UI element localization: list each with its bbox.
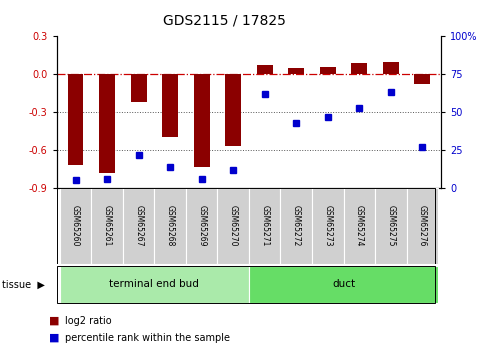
Bar xyxy=(320,67,336,74)
Bar xyxy=(123,188,154,264)
Bar xyxy=(344,188,375,264)
Bar xyxy=(154,188,186,264)
Text: ■: ■ xyxy=(49,333,60,343)
Bar xyxy=(225,74,241,146)
Bar xyxy=(217,188,249,264)
Bar xyxy=(415,74,430,84)
Text: GSM65260: GSM65260 xyxy=(71,205,80,247)
Bar xyxy=(162,74,178,137)
Bar xyxy=(99,74,115,173)
Text: log2 ratio: log2 ratio xyxy=(65,316,112,326)
Bar xyxy=(91,188,123,264)
Text: GSM65270: GSM65270 xyxy=(229,205,238,247)
Text: GSM65275: GSM65275 xyxy=(387,205,395,247)
Bar xyxy=(68,74,83,165)
Text: terminal end bud: terminal end bud xyxy=(109,279,199,289)
Text: ■: ■ xyxy=(49,316,60,326)
Bar xyxy=(131,74,146,102)
Text: GSM65276: GSM65276 xyxy=(418,205,427,247)
Bar xyxy=(407,188,438,264)
Bar xyxy=(186,188,217,264)
Text: GSM65261: GSM65261 xyxy=(103,205,111,247)
Text: GSM65272: GSM65272 xyxy=(292,205,301,247)
Text: GSM65267: GSM65267 xyxy=(134,205,143,247)
Bar xyxy=(281,188,312,264)
Text: tissue  ▶: tissue ▶ xyxy=(2,280,45,289)
Bar xyxy=(249,266,438,303)
Text: GSM65274: GSM65274 xyxy=(355,205,364,247)
Bar xyxy=(249,188,281,264)
Text: GSM65271: GSM65271 xyxy=(260,205,269,247)
Text: duct: duct xyxy=(332,279,355,289)
Bar xyxy=(60,266,249,303)
Text: GDS2115 / 17825: GDS2115 / 17825 xyxy=(163,14,286,28)
Bar xyxy=(312,188,344,264)
Bar xyxy=(375,188,407,264)
Text: GSM65269: GSM65269 xyxy=(197,205,206,247)
Bar xyxy=(257,65,273,74)
Bar xyxy=(60,188,91,264)
Bar xyxy=(352,63,367,74)
Text: GSM65273: GSM65273 xyxy=(323,205,332,247)
Text: GSM65268: GSM65268 xyxy=(166,205,175,247)
Bar xyxy=(383,61,399,74)
Bar xyxy=(288,68,304,74)
Bar xyxy=(194,74,210,167)
Text: percentile rank within the sample: percentile rank within the sample xyxy=(65,333,230,343)
